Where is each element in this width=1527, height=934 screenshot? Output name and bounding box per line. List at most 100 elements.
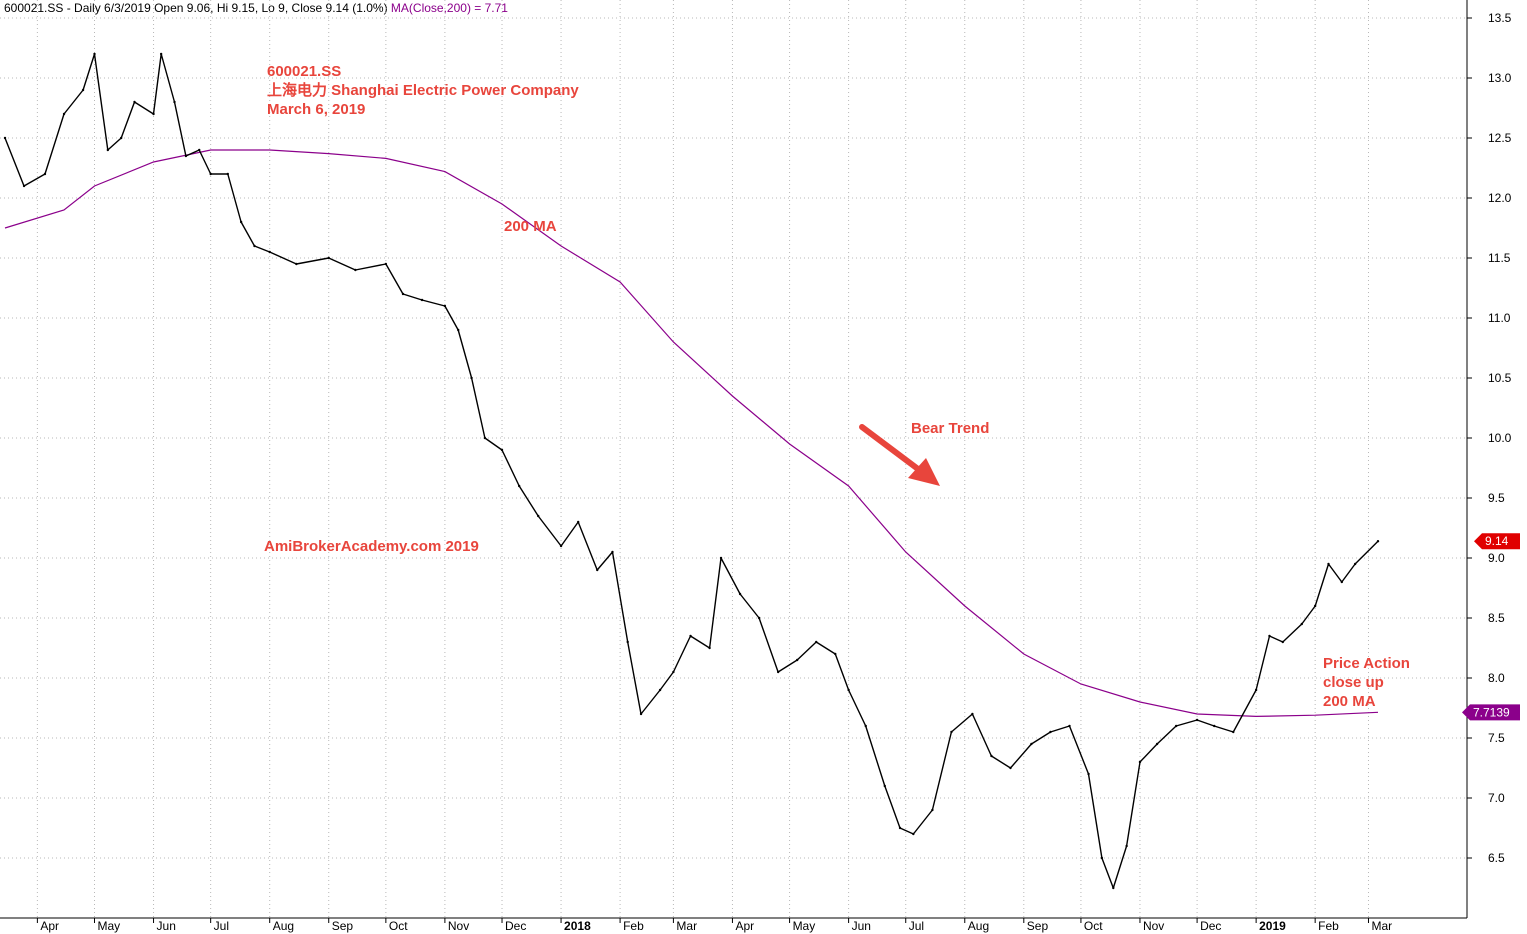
price-point	[133, 100, 136, 104]
price-point	[1030, 742, 1033, 746]
price-point	[1213, 724, 1216, 728]
y-tick-label: 9.5	[1488, 491, 1505, 505]
arrow-shaft	[859, 424, 925, 475]
price-point	[1049, 730, 1052, 734]
x-tick-label: Nov	[448, 919, 469, 933]
x-tick-label: May	[98, 919, 121, 933]
price-point	[483, 436, 487, 440]
x-tick-label: Mar	[676, 919, 697, 933]
x-tick-label: Jul	[214, 919, 229, 933]
price-point	[401, 292, 405, 296]
x-tick-label: Mar	[1371, 919, 1392, 933]
y-tick-label: 11.5	[1488, 251, 1511, 265]
price-point	[1340, 580, 1344, 584]
y-tick-label: 12.5	[1488, 131, 1512, 145]
x-tick-label: Feb	[1318, 919, 1339, 933]
price-point	[443, 304, 447, 308]
x-tick-label: Apr	[735, 919, 754, 933]
price-point	[719, 556, 723, 560]
title-line-date: March 6, 2019	[267, 101, 366, 118]
price-point	[152, 112, 155, 116]
x-tick-label: Jul	[909, 919, 924, 933]
chart-grid	[0, 0, 1467, 918]
y-tick-label: 8.5	[1488, 611, 1505, 625]
price-point	[239, 220, 243, 224]
price-point	[226, 172, 230, 176]
price-point	[420, 298, 424, 302]
price-point	[327, 256, 330, 260]
price-point	[639, 712, 643, 716]
price-point	[776, 670, 780, 674]
price-line	[4, 53, 1379, 889]
x-tick-label: May	[793, 919, 816, 933]
ma-value-tag: 7.7139	[1473, 705, 1510, 719]
close-value-tag: 9.14	[1485, 534, 1509, 548]
price-point	[1100, 856, 1104, 860]
price-point	[576, 520, 580, 524]
price-point	[500, 448, 504, 452]
title-annotation: 600021.SS 上海电力 Shanghai Electric Power C…	[267, 62, 579, 119]
x-tick-label: Dec	[505, 919, 526, 933]
y-tick-label: 8.0	[1488, 671, 1505, 685]
watermark-annotation: AmiBrokerAcademy.com 2019	[264, 538, 479, 555]
price-point	[3, 136, 7, 140]
price-point	[611, 550, 614, 554]
price-point	[1300, 622, 1304, 626]
price-point	[537, 514, 540, 518]
x-tick-label: 2018	[564, 919, 591, 933]
x-tick-label: Sep	[332, 919, 354, 933]
x-tick-label: Feb	[623, 919, 644, 933]
price-point	[1376, 540, 1380, 543]
price-action-line-3: 200 MA	[1323, 693, 1376, 710]
price-point	[1254, 688, 1258, 692]
price-point	[898, 826, 902, 830]
price-point	[971, 712, 974, 716]
price-point	[268, 250, 271, 254]
close-value-tag-bg	[1474, 533, 1520, 550]
ma-annotation: 200 MA	[504, 218, 557, 235]
price-series	[3, 52, 1380, 890]
y-tick-label: 7.5	[1488, 731, 1505, 745]
price-point	[1112, 886, 1115, 890]
price-point	[159, 52, 163, 56]
y-tick-label: 13.5	[1488, 11, 1512, 25]
last-value-tags: 9.14 7.7139	[1462, 533, 1520, 721]
y-tick-label: 13.0	[1488, 71, 1512, 85]
y-tick-label: 6.5	[1488, 851, 1505, 865]
price-point	[1155, 742, 1159, 746]
x-tick-label: Jun	[852, 919, 871, 933]
price-point	[119, 136, 123, 140]
price-point	[184, 154, 188, 158]
price-point	[173, 100, 176, 104]
chart-header: 600021.SS - Daily 6/3/2019 Open 9.06, Hi…	[4, 1, 508, 15]
price-point	[62, 112, 66, 116]
price-point	[209, 172, 212, 176]
price-point	[596, 568, 599, 572]
x-tick-label: Jun	[157, 919, 176, 933]
price-point	[295, 262, 298, 266]
ma-value-tag-bg	[1462, 704, 1520, 721]
price-point	[757, 616, 761, 620]
arrow-head	[908, 458, 940, 486]
x-tick-label: Dec	[1200, 919, 1221, 933]
title-line-ticker: 600021.SS	[267, 63, 342, 80]
price-action-line-2: close up	[1323, 674, 1384, 691]
x-tick-label: Aug	[273, 919, 294, 933]
price-point	[198, 148, 201, 152]
ma-line	[4, 149, 1379, 718]
price-point	[883, 784, 886, 788]
price-point	[470, 376, 473, 380]
price-point	[689, 634, 692, 638]
price-point	[864, 724, 867, 728]
price-point	[457, 328, 460, 332]
y-tick-label: 10.0	[1488, 431, 1512, 445]
price-point	[1009, 766, 1012, 770]
price-point	[1313, 604, 1317, 608]
x-tick-label: Nov	[1143, 919, 1164, 933]
header-quote: 600021.SS - Daily 6/3/2019 Open 9.06, Hi…	[4, 1, 388, 15]
price-point	[847, 688, 850, 692]
price-point	[990, 754, 993, 758]
price-point	[354, 268, 357, 272]
ma-series	[4, 149, 1379, 718]
